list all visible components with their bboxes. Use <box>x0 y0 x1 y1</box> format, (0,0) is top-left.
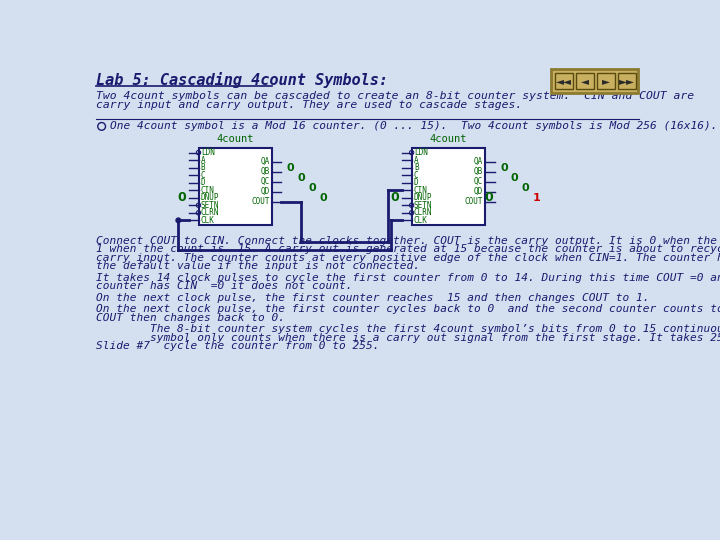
Text: D: D <box>201 178 205 187</box>
Text: 1 when the count is  15. A carry out is generated at 15 because the counter is a: 1 when the count is 15. A carry out is g… <box>96 244 720 254</box>
Text: Two 4count symbols can be cascaded to create an 8-bit counter system.  CIN and C: Two 4count symbols can be cascaded to cr… <box>96 91 694 100</box>
Text: CIN: CIN <box>201 186 215 195</box>
Text: QC: QC <box>474 177 483 186</box>
Bar <box>597 72 615 90</box>
Text: carry input and carry output. They are used to cascade stages.: carry input and carry output. They are u… <box>96 100 523 110</box>
Text: 0: 0 <box>177 191 186 204</box>
Text: QB: QB <box>474 167 483 177</box>
Text: DNUP: DNUP <box>201 193 220 202</box>
Bar <box>551 70 638 92</box>
Text: 0: 0 <box>522 183 529 193</box>
Text: 0: 0 <box>500 163 508 173</box>
Text: CLK: CLK <box>201 216 215 225</box>
Text: CLRN: CLRN <box>201 208 220 217</box>
Text: CIN: CIN <box>414 186 428 195</box>
Text: COUT then changes back to 0.: COUT then changes back to 0. <box>96 313 285 323</box>
Text: D: D <box>414 178 418 187</box>
Text: 1: 1 <box>533 193 540 203</box>
Text: A: A <box>414 156 418 165</box>
Text: SETN: SETN <box>414 201 433 210</box>
Bar <box>199 148 272 225</box>
Text: B: B <box>414 163 418 172</box>
Circle shape <box>176 218 181 222</box>
Text: QD: QD <box>261 187 270 197</box>
Text: 0: 0 <box>298 173 305 183</box>
Text: Slide #7  cycle the counter from 0 to 255.: Slide #7 cycle the counter from 0 to 255… <box>96 341 379 351</box>
Text: C: C <box>201 171 205 180</box>
Text: carry input. The counter counts at every positive edge of the clock when CIN=1. : carry input. The counter counts at every… <box>96 253 720 262</box>
Text: QB: QB <box>261 167 270 177</box>
Text: 0: 0 <box>390 191 399 204</box>
Text: On the next clock pulse, the first counter cycles back to 0  and the second coun: On the next clock pulse, the first count… <box>96 304 720 314</box>
Bar <box>412 148 485 225</box>
Text: A: A <box>201 156 205 165</box>
Text: One 4count symbol is a Mod 16 counter. (0 ... 15).  Two 4count symbols is Mod 25: One 4count symbol is a Mod 16 counter. (… <box>110 122 718 131</box>
Text: 4count: 4count <box>217 134 254 144</box>
Bar <box>576 72 594 90</box>
Text: ◄: ◄ <box>581 76 589 86</box>
Text: ►►: ►► <box>618 76 635 86</box>
Text: It takes 14 clock pulses to cycle the first counter from 0 to 14. During this ti: It takes 14 clock pulses to cycle the fi… <box>96 273 720 283</box>
Bar <box>555 72 573 90</box>
Text: symbol only counts when there is a carry out signal from the first stage. It tak: symbol only counts when there is a carry… <box>96 333 720 343</box>
Text: 0: 0 <box>511 173 518 183</box>
Text: ►: ► <box>602 76 610 86</box>
Text: QC: QC <box>261 177 270 186</box>
Text: On the next clock pulse, the first counter reaches  15 and then changes COUT to : On the next clock pulse, the first count… <box>96 293 649 303</box>
Bar <box>618 72 636 90</box>
Text: CLK: CLK <box>414 216 428 225</box>
Text: 0: 0 <box>309 183 316 193</box>
Text: C: C <box>414 171 418 180</box>
Text: counter has CIN  =0 it does not count.: counter has CIN =0 it does not count. <box>96 281 353 291</box>
Text: SETN: SETN <box>201 201 220 210</box>
Text: COUT: COUT <box>251 197 270 206</box>
Text: 0: 0 <box>484 191 492 204</box>
Text: the default value if the input is not connected.: the default value if the input is not co… <box>96 261 420 271</box>
Text: The 8-bit counter system cycles the first 4count symbol’s bits from 0 to 15 cont: The 8-bit counter system cycles the firs… <box>96 325 720 334</box>
Text: CLRN: CLRN <box>414 208 433 217</box>
Text: QD: QD <box>474 187 483 197</box>
Text: DNUP: DNUP <box>414 193 433 202</box>
Text: 4count: 4count <box>430 134 467 144</box>
Text: Lab 5: Cascading 4count Symbols:: Lab 5: Cascading 4count Symbols: <box>96 72 388 88</box>
Text: ◄◄: ◄◄ <box>556 76 572 86</box>
Text: LDN: LDN <box>201 148 215 157</box>
Text: 0: 0 <box>287 163 294 173</box>
Text: 0: 0 <box>320 193 327 203</box>
Text: LDN: LDN <box>414 148 428 157</box>
Text: QA: QA <box>474 157 483 166</box>
Text: COUT: COUT <box>464 197 483 206</box>
Text: QA: QA <box>261 157 270 166</box>
Text: Connect COUT to CIN. Connect the clocks together. COUT is the carry output. It i: Connect COUT to CIN. Connect the clocks … <box>96 236 720 246</box>
Text: B: B <box>201 163 205 172</box>
